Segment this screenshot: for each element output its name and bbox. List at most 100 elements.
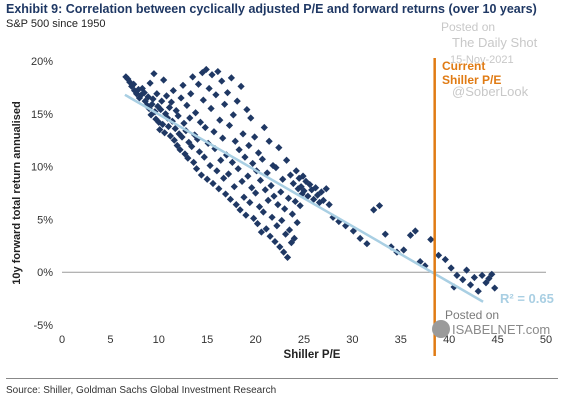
data-point (180, 119, 188, 127)
data-point (161, 129, 169, 137)
data-point (280, 248, 288, 256)
data-point (210, 128, 218, 136)
x-tick-label: 0 (59, 334, 65, 346)
data-point (325, 201, 333, 209)
data-point (463, 266, 471, 274)
data-point (206, 161, 214, 170)
data-point (453, 271, 461, 279)
data-point (237, 82, 245, 90)
data-point (276, 243, 284, 251)
y-tick-label: -5% (33, 320, 53, 332)
x-tick-label: 20 (249, 334, 261, 346)
data-point (221, 190, 230, 198)
data-point (287, 239, 296, 247)
source-note: Source: Shiller, Goldman Sachs Global In… (6, 385, 277, 396)
data-point (269, 161, 277, 170)
data-point (322, 185, 330, 193)
data-point (170, 136, 178, 144)
data-point (194, 80, 203, 88)
data-point (375, 202, 384, 210)
data-point (284, 194, 293, 202)
data-point (177, 94, 185, 102)
data-point (254, 149, 263, 157)
data-point (292, 167, 300, 175)
data-point (434, 251, 443, 259)
data-point (130, 80, 138, 88)
data-point (209, 179, 217, 188)
data-point (262, 225, 270, 233)
x-tick-label: 5 (107, 334, 113, 346)
data-point (178, 133, 186, 141)
data-point (244, 172, 252, 180)
data-point (169, 86, 177, 95)
data-point (295, 174, 303, 182)
data-point (282, 230, 290, 238)
data-point (216, 116, 224, 124)
data-point (234, 165, 242, 173)
data-point (183, 101, 191, 109)
watermark-isabelnet: ISABELNET.com (452, 322, 551, 337)
data-point (201, 123, 209, 132)
data-point (146, 79, 154, 87)
data-point (217, 156, 225, 164)
data-point (273, 222, 281, 230)
data-point (212, 91, 220, 99)
data-point (225, 121, 234, 130)
data-point (176, 146, 184, 154)
data-point (270, 192, 278, 200)
x-tick-label: 40 (443, 334, 455, 346)
data-point (329, 213, 337, 221)
data-point (370, 206, 378, 214)
data-point (247, 114, 255, 122)
data-point (293, 218, 301, 227)
trend-line (124, 93, 484, 303)
data-point (230, 183, 238, 191)
chart-title: Exhibit 9: Correlation between cyclicall… (6, 2, 537, 16)
data-point (196, 118, 205, 126)
data-point (261, 186, 269, 194)
data-point (302, 177, 310, 185)
data-point (179, 81, 187, 89)
data-point (200, 153, 208, 161)
y-axis-label: 10y forward total return annualised (11, 101, 23, 284)
data-point (156, 126, 164, 134)
data-point (188, 142, 196, 151)
data-point (240, 193, 248, 201)
data-point (167, 98, 175, 106)
data-point (466, 281, 475, 289)
data-point (317, 188, 326, 196)
data-point (223, 89, 232, 97)
data-point (166, 132, 175, 140)
data-point (140, 89, 148, 97)
data-point (265, 137, 273, 145)
data-point (278, 216, 286, 225)
x-tick-label: 35 (395, 334, 407, 346)
data-point (160, 76, 168, 84)
data-point (299, 172, 307, 180)
current-shiller-pe-label-line1: Current (442, 59, 485, 73)
data-point (184, 154, 192, 162)
data-point (232, 201, 240, 209)
data-point (283, 253, 292, 262)
data-point (255, 203, 264, 211)
data-point (257, 228, 266, 236)
data-point (267, 182, 275, 190)
data-point (192, 165, 201, 173)
points-layer (122, 65, 499, 295)
data-point (277, 188, 285, 196)
data-point (153, 90, 161, 98)
data-point (306, 180, 314, 189)
data-point (165, 103, 174, 112)
data-point (150, 70, 158, 78)
data-point (285, 226, 294, 234)
data-point (253, 220, 262, 228)
data-point (459, 275, 467, 284)
data-point (411, 227, 419, 235)
data-point (296, 202, 304, 210)
watermark-date: 15-Nov-2021 (450, 54, 514, 66)
data-point (488, 270, 496, 278)
data-point (227, 74, 235, 82)
data-point (239, 130, 247, 138)
data-point (190, 158, 198, 166)
data-point (319, 196, 327, 204)
